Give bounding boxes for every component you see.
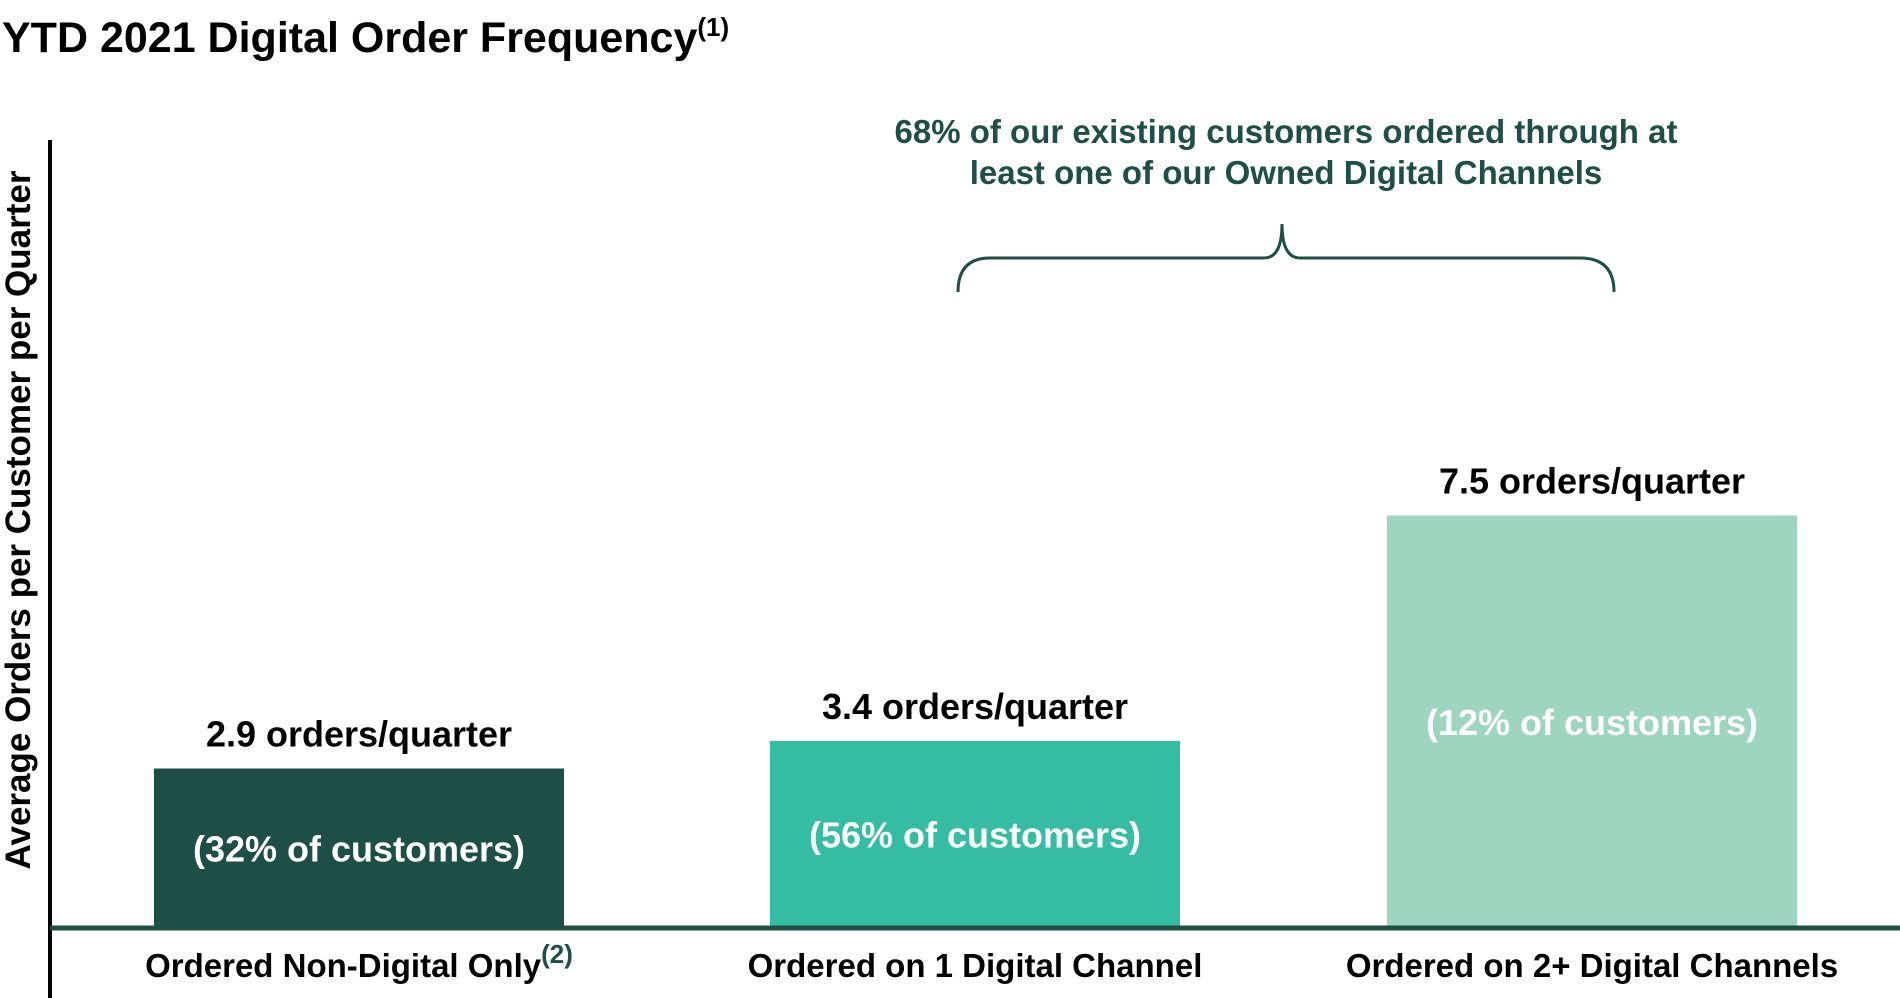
annotation-brace [956, 223, 1616, 293]
bar-inner-label-1: (32% of customers) [193, 828, 525, 869]
x-tick-label-3: Ordered on 2+ Digital Channels [1346, 947, 1838, 984]
bar-inner-label-3: (12% of customers) [1426, 702, 1758, 743]
chart-title-text: YTD 2021 Digital Order Frequency [2, 14, 697, 62]
x-tick-label-1: Ordered Non-Digital Only(2) [145, 939, 573, 984]
bar-value-label-1: 2.9 orders/quarter [206, 714, 512, 755]
bars-group: 2.9 orders/quarter (32% of customers) Orde… [145, 461, 1838, 985]
bar-inner-label-2: (56% of customers) [809, 815, 1141, 856]
x-tick-label-text-2: Ordered on 1 Digital Channel [748, 947, 1203, 984]
annotation-group: 68% of our existing customers ordered th… [895, 113, 1678, 293]
x-tick-label-2: Ordered on 1 Digital Channel [748, 947, 1203, 984]
bar-value-label-3: 7.5 orders/quarter [1439, 461, 1745, 502]
x-tick-label-text-1: Ordered Non-Digital Only [145, 947, 542, 984]
x-tick-label-text-3: Ordered on 2+ Digital Channels [1346, 947, 1838, 984]
chart-title-footnote: (1) [697, 12, 729, 42]
bar-1 [154, 768, 564, 928]
chart-title: YTD 2021 Digital Order Frequency(1) [2, 12, 729, 62]
bar-3 [1387, 515, 1797, 928]
annotation-text-line-2: least one of our Owned Digital Channels [970, 154, 1603, 191]
y-axis-label: Average Orders per Customer per Quarter [0, 170, 38, 869]
annotation-text-line-1: 68% of our existing customers ordered th… [895, 113, 1678, 150]
bar-2 [770, 741, 1180, 928]
x-tick-footnote-1: (2) [541, 939, 573, 969]
bar-value-label-2: 3.4 orders/quarter [822, 686, 1128, 727]
